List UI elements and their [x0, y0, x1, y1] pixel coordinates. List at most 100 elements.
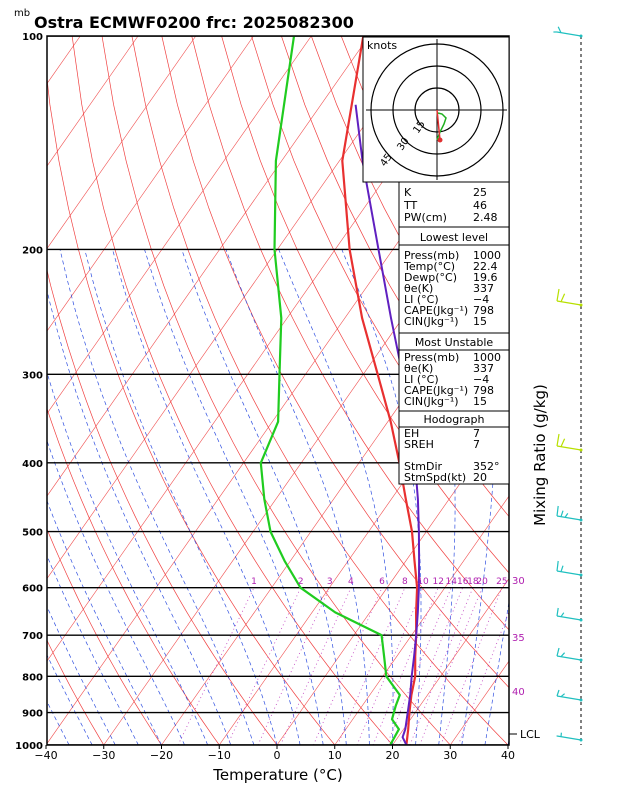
- moist-adiabat-line: [47, 654, 93, 745]
- pressure-tick-labels: 100 200 300 400 500 600 700 800 900 1000: [15, 32, 43, 752]
- lowest-level-row-label: CIN(Jkg⁻¹): [404, 315, 459, 328]
- pressure-tick-label: 1000: [15, 741, 43, 752]
- lowest-level-heading: Lowest level: [420, 231, 488, 244]
- dry-adiabat-line: [47, 75, 336, 745]
- x-axis-label: Temperature (°C): [212, 766, 342, 784]
- dry-adiabat-line: [221, 36, 509, 574]
- k-index-label: K: [404, 186, 412, 199]
- hodograph-row-value: 7: [473, 438, 480, 451]
- dry-adiabat-line: [101, 36, 451, 745]
- most-unstable-row-value: −4: [473, 373, 489, 386]
- isotherm-line: [47, 36, 370, 497]
- most-unstable-row-label: LI (°C): [404, 373, 439, 386]
- moist-adiabat-line: [47, 605, 116, 745]
- mixing-ratio-label: 14: [445, 577, 457, 587]
- moist-adiabat-line: [47, 499, 162, 745]
- hodograph-row-label: SREH: [404, 438, 434, 451]
- lowest-level-row-value: 1000: [473, 249, 501, 262]
- hodograph-table: Hodograph EH 7 SREH 7 StmDir 352° StmSpd(kt) 20: [398, 410, 510, 485]
- temperature-tick-label: −20: [150, 749, 173, 762]
- units-label: mb: [14, 8, 30, 19]
- temperature-tick-label: −30: [92, 749, 115, 762]
- isotherm-line: [103, 165, 509, 745]
- moist-adiabat-line: [59, 249, 255, 745]
- hodograph-row-value: 352°: [473, 460, 500, 473]
- wind-barb: [556, 689, 583, 702]
- wind-barb: [556, 647, 583, 662]
- lowest-level-row-label: CAPE(Jkg⁻¹): [404, 304, 468, 317]
- isotherm-line: [276, 413, 509, 745]
- reference-lines: [47, 36, 509, 745]
- parcel-profile: [354, 104, 421, 745]
- dry-adiabat-line: [610, 36, 618, 760]
- mixing-ratio-label: 12: [432, 577, 443, 587]
- hodograph-inset: knots 15 30 45: [362, 36, 510, 183]
- lowest-level-row-label: Dewp(°C): [404, 271, 457, 284]
- isotherm-line: [566, 36, 618, 745]
- mixing-ratio-label: 18: [467, 577, 479, 587]
- mixing-ratio-label: 6: [379, 577, 385, 587]
- hodograph-row-value: 7: [473, 427, 480, 440]
- pw-value: 2.48: [473, 211, 498, 224]
- most-unstable-row-value: 1000: [473, 351, 501, 364]
- tt-index-value: 46: [473, 199, 487, 212]
- wind-barb-column: [553, 26, 583, 745]
- moist-adiabat-line: [225, 249, 370, 745]
- theta-e-label: 35: [512, 633, 525, 644]
- pressure-tick-label: 600: [22, 584, 43, 595]
- dry-adiabat-line: [0, 36, 54, 760]
- most-unstable-row-label: θe(K): [404, 362, 433, 375]
- moist-adiabat-line: [47, 439, 185, 745]
- theta-e-label: 30: [512, 576, 525, 587]
- temperature-tick-label: −40: [34, 749, 57, 762]
- lowest-level-row-label: Temp(°C): [403, 260, 455, 273]
- lowest-level-row-value: 15: [473, 315, 487, 328]
- pressure-tick-label: 700: [22, 631, 43, 642]
- dry-adiabat-line: [47, 407, 220, 745]
- dry-adiabat-line: [580, 36, 618, 760]
- mixing-ratio-label: 20: [476, 577, 488, 587]
- mixing-ratio-label: 8: [402, 577, 408, 587]
- indices-table: K 25 TT 46 PW(cm) 2.48: [398, 181, 510, 228]
- lowest-level-table: Lowest level Press(mb) 1000 Temp(°C) 22.4 De…: [398, 226, 510, 334]
- isotherm-line: [47, 36, 312, 415]
- moist-adiabat-line: [47, 700, 70, 745]
- background-lines: [0, 36, 618, 760]
- pressure-tick-label: 200: [22, 245, 43, 256]
- dry-adiabat-line: [191, 36, 509, 631]
- isotherm-line: [47, 36, 254, 332]
- mixing-ratio-line: [227, 587, 302, 745]
- dry-adiabat-line: [47, 528, 162, 745]
- mixing-ratio-label: 3: [327, 577, 333, 587]
- moist-adiabat-line: [507, 737, 509, 745]
- dry-adiabat-line: [47, 268, 278, 745]
- most-unstable-row-value: 15: [473, 395, 487, 408]
- temperature-tick-label: −10: [208, 749, 231, 762]
- most-unstable-row-label: Press(mb): [404, 351, 459, 364]
- storm-motion-marker: [437, 137, 443, 143]
- lcl-label: LCL: [520, 728, 541, 741]
- chart-title: Ostra ECMWF0200 frc: 2025082300: [34, 13, 354, 32]
- lowest-level-row-value: 798: [473, 304, 494, 317]
- pressure-tick-label: 400: [22, 459, 43, 470]
- moist-adiabat-line: [181, 249, 347, 745]
- temperature-tick-label: 30: [443, 749, 457, 762]
- temperature-tick-label: 20: [386, 749, 400, 762]
- moist-adiabat-line: [112, 249, 301, 745]
- mixing-ratio-label: 4: [348, 577, 354, 587]
- mixing-ratio-line: [280, 587, 352, 745]
- tt-index-label: TT: [403, 199, 418, 212]
- y-axis-label-right: Mixing Ratio (g/kg): [531, 384, 549, 526]
- most-unstable-row-label: CIN(Jkg⁻¹): [404, 395, 459, 408]
- lowest-level-row-value: 19.6: [473, 271, 498, 284]
- mixing-ratio-line: [337, 587, 406, 745]
- dry-adiabat-line: [550, 36, 618, 760]
- most-unstable-table: Most Unstable Press(mb) 1000 θe(K) 337 LI (°…: [398, 332, 510, 412]
- lowest-level-row-label: LI (°C): [404, 293, 439, 306]
- pw-label: PW(cm): [404, 211, 447, 224]
- pressure-tick-label: 500: [22, 528, 43, 539]
- pressure-tick-label: 800: [22, 672, 43, 683]
- wind-barb: [556, 505, 583, 522]
